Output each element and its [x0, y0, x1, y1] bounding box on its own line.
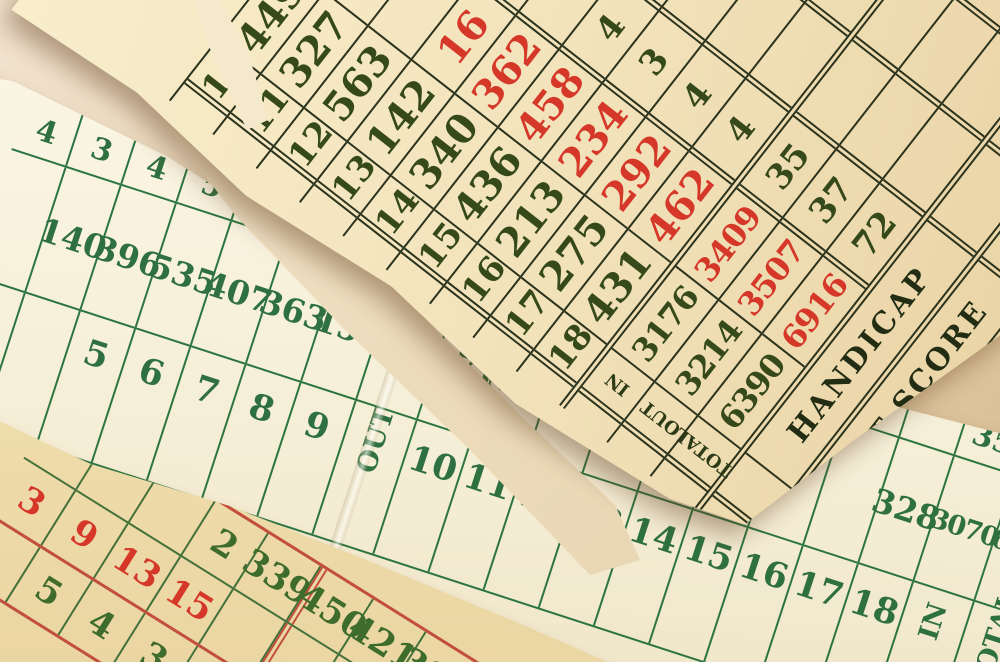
photo-of-golf-scorecards: 4 3 4 5 4 35: [0, 0, 1000, 662]
